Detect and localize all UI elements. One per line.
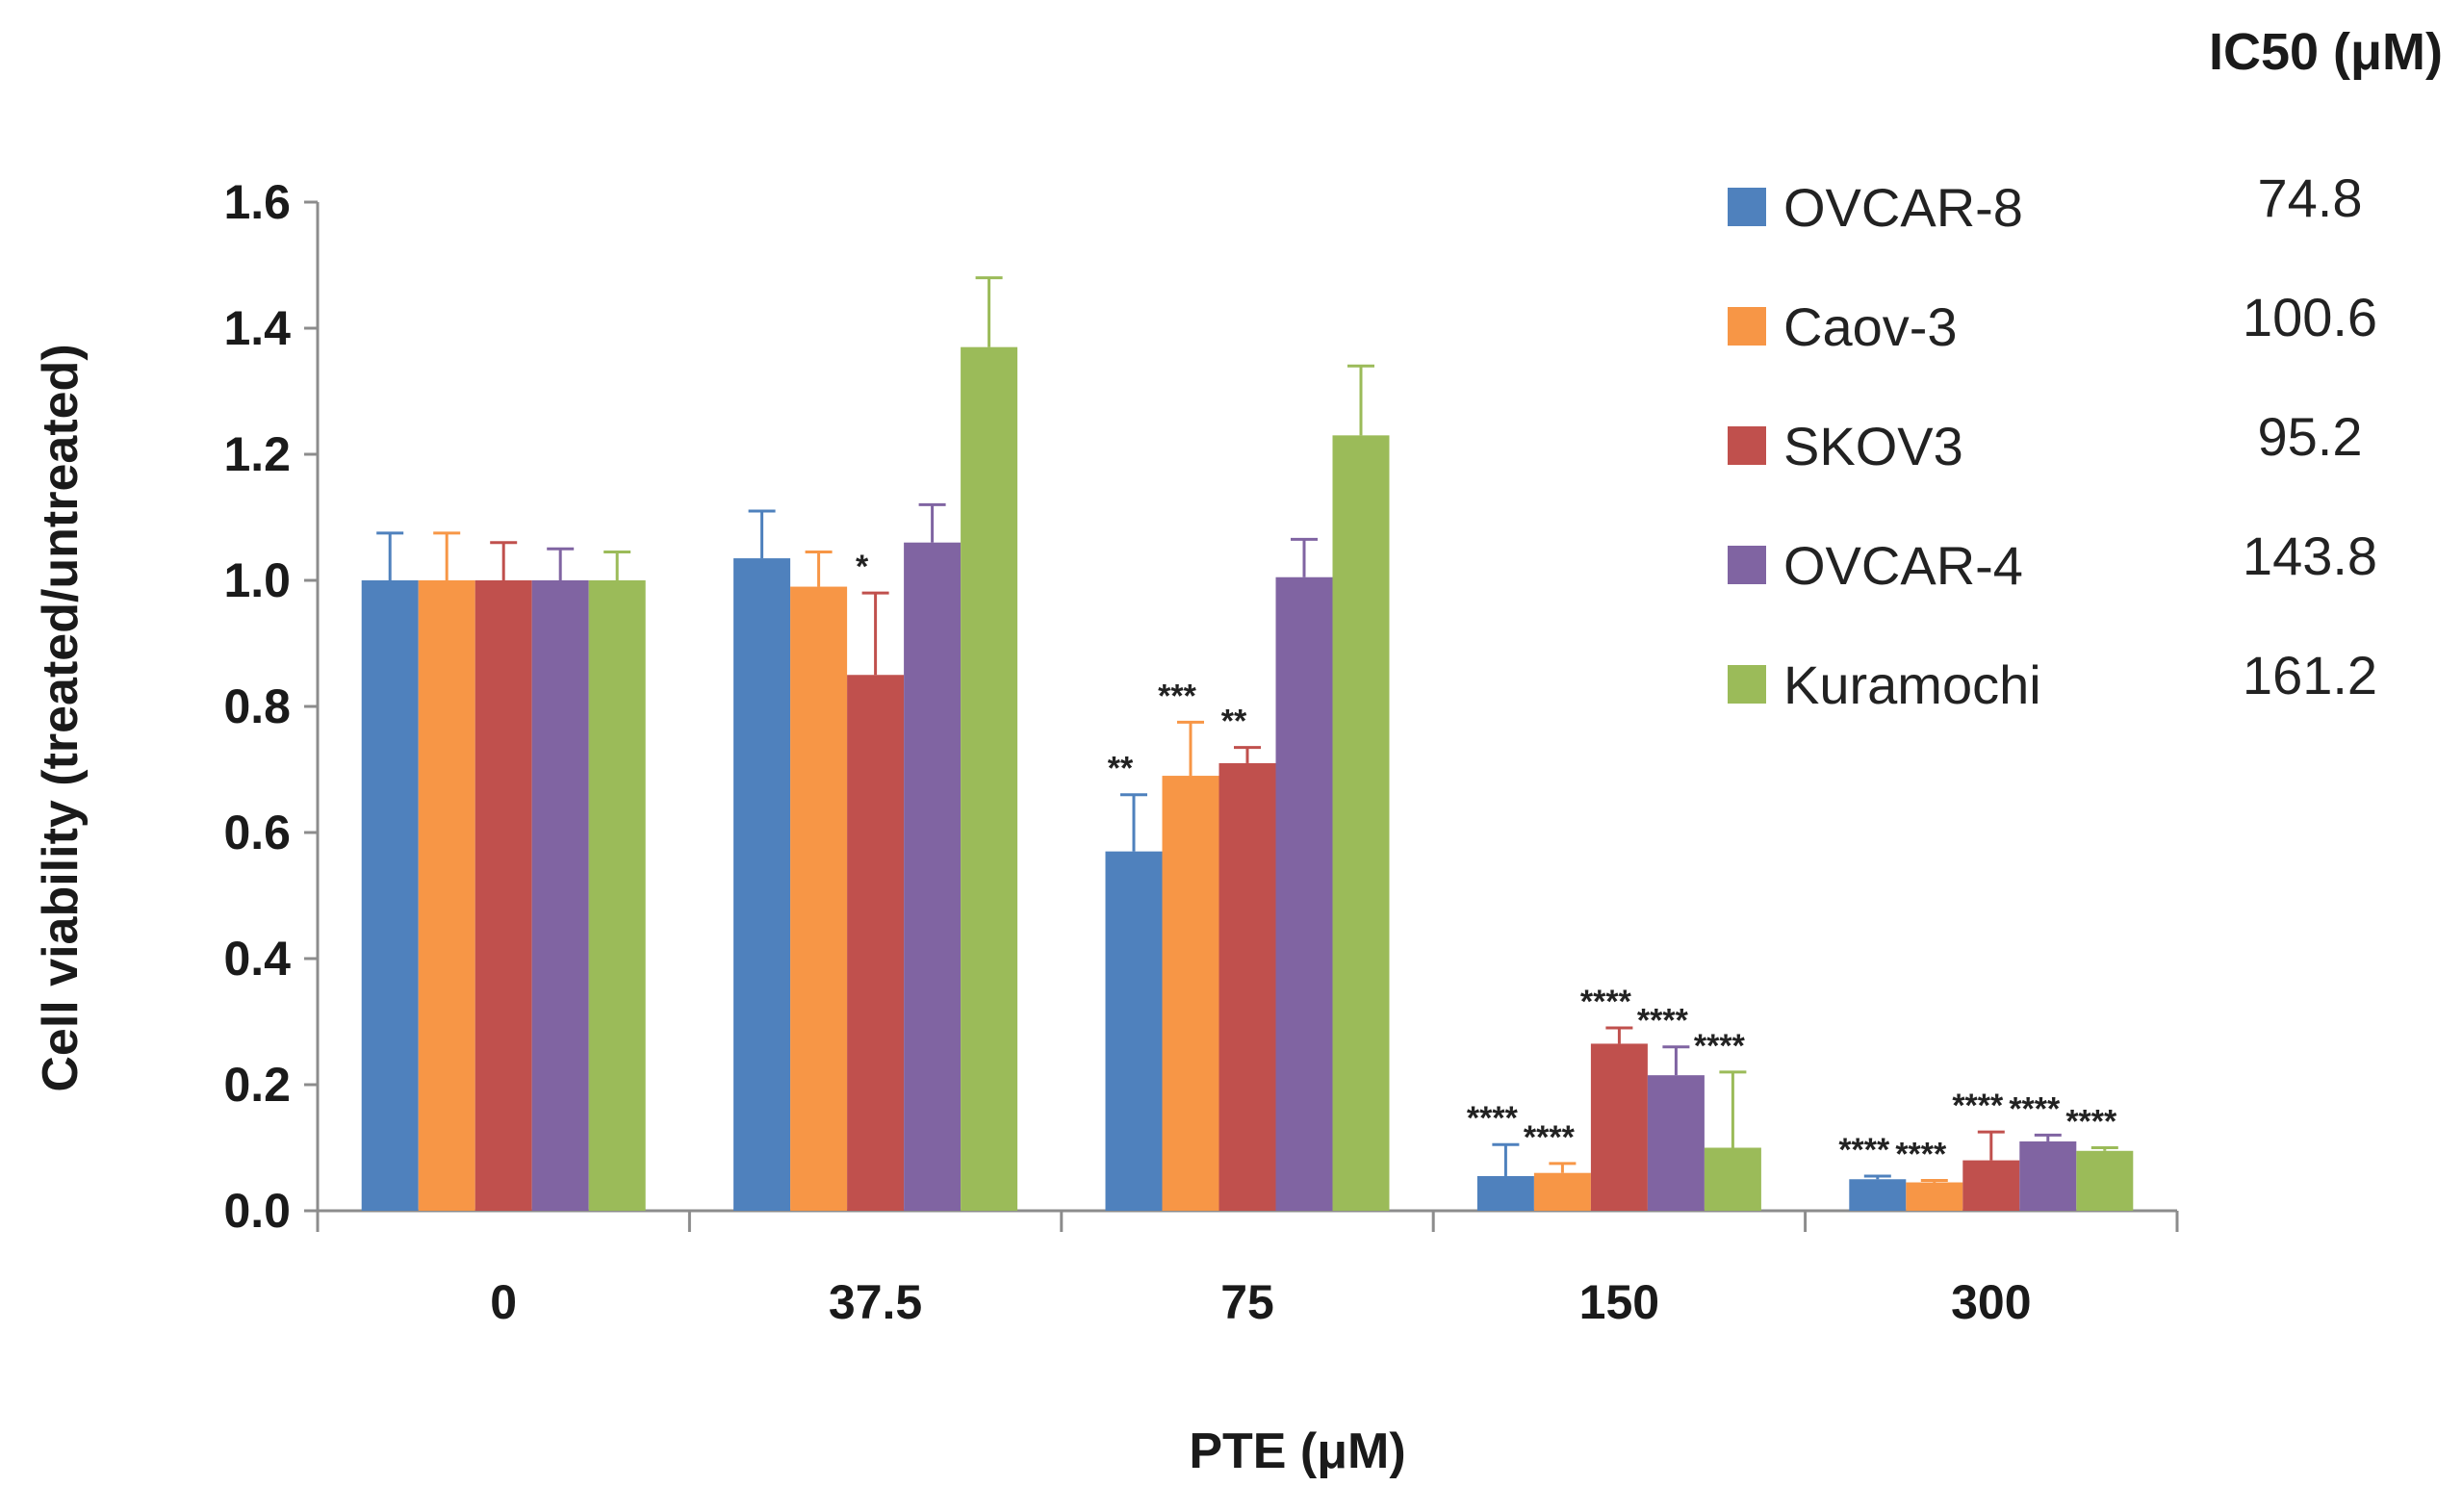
significance-label: *** [1158,678,1196,714]
bar [1332,435,1390,1212]
y-tick-label: 1.4 [223,301,291,355]
bar [904,542,962,1211]
bar [1105,851,1163,1211]
significance-label: **** [1467,1100,1519,1137]
bar [1647,1075,1705,1211]
legend-label: OVCAR-8 [1783,177,2023,238]
bar [361,580,419,1211]
legend-label: Caov-3 [1783,296,1958,357]
significance-label: **** [1895,1137,1947,1173]
x-tick-label: 300 [1951,1275,2031,1329]
significance-label: * [856,549,869,585]
ic50-value: 143.8 [2243,525,2377,586]
ic50-value: 95.2 [2258,406,2363,467]
y-tick-label: 0.6 [223,806,291,859]
y-tick-label: 1.0 [223,553,291,607]
significance-label: **** [1952,1088,2004,1124]
significance-label: **** [1838,1132,1890,1168]
x-tick-label: 37.5 [829,1275,922,1329]
significance-label: ** [1221,704,1247,740]
significance-label: **** [1637,1003,1689,1039]
bar [733,558,791,1211]
legend-label: OVCAR-4 [1783,535,2023,596]
bar [2076,1150,2134,1211]
bar [790,586,848,1211]
bar [1275,577,1333,1211]
significance-label: **** [2009,1090,2061,1127]
x-axis-title: PTE (μM) [1189,1423,1405,1479]
bar [1533,1172,1591,1211]
x-tick-label: 150 [1579,1275,1659,1329]
bar [1162,776,1219,1211]
bar [474,580,532,1211]
y-tick-label: 0.8 [223,679,291,733]
bar [418,580,475,1211]
y-tick-label: 0.4 [223,932,291,986]
bar [1849,1179,1907,1211]
bar [1476,1175,1534,1211]
significance-label: **** [1694,1028,1746,1064]
ic50-title: IC50 (μM) [2209,23,2443,81]
legend: OVCAR-8 74.8 Caov-3 100.6 SKOV3 95.2 OVCAR-4 14… [1728,167,2377,715]
bar [531,580,589,1211]
bar [1590,1043,1648,1211]
significance-label: ** [1108,751,1134,787]
bar [1704,1147,1761,1211]
y-tick-label: 1.2 [223,427,291,481]
bar [1962,1160,2020,1211]
y-tick-label: 0.2 [223,1058,291,1112]
x-tick-label: 0 [490,1275,517,1329]
significance-label: **** [2065,1104,2117,1140]
x-tick-label: 75 [1220,1275,1274,1329]
legend-swatch [1728,665,1766,704]
legend-label: SKOV3 [1783,416,1963,476]
bar [1906,1182,1963,1211]
bar [588,580,646,1211]
significance-label: **** [1580,984,1632,1020]
legend-label: Kuramochi [1783,654,2041,715]
ic50-value: 161.2 [2243,645,2377,705]
bar [847,675,905,1211]
legend-swatch [1728,188,1766,226]
y-tick-label: 0.0 [223,1184,291,1238]
y-tick-label: 1.6 [223,175,291,229]
y-axis-title: Cell viability (treated/untreated) [33,344,89,1091]
ic50-value: 74.8 [2258,167,2363,228]
bar [2019,1140,2077,1211]
legend-swatch [1728,426,1766,465]
legend-swatch [1728,307,1766,346]
ic50-value: 100.6 [2243,287,2377,347]
legend-swatch [1728,546,1766,584]
significance-label: **** [1524,1119,1576,1156]
bar [961,346,1018,1211]
bar [1218,762,1276,1211]
plot-area: 0.0 0.2 0.4 0.6 0.8 1.0 1.2 1.4 1.6 0 37.5 75 150 300… [223,175,2179,1329]
